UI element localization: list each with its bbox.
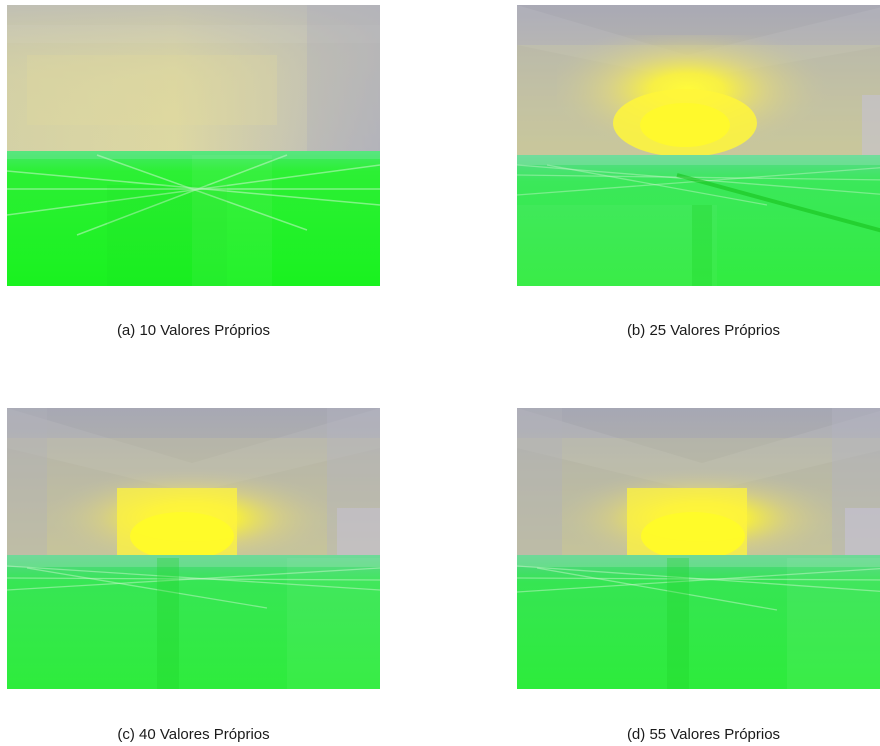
render-image-d — [517, 408, 880, 689]
render-image-c — [7, 408, 380, 689]
render-a-svg — [7, 5, 380, 286]
caption-b: (b) 25 Valores Próprios — [626, 322, 781, 339]
render-image-a — [7, 5, 380, 286]
render-b-svg — [517, 5, 880, 286]
caption-d: (d) 55 Valores Próprios — [626, 726, 781, 743]
caption-c: (c) 40 Valores Próprios — [117, 726, 270, 743]
render-d-svg — [517, 408, 880, 689]
render-image-b — [517, 5, 880, 286]
render-c-svg — [7, 408, 380, 689]
caption-a: (a) 10 Valores Próprios — [116, 322, 271, 339]
